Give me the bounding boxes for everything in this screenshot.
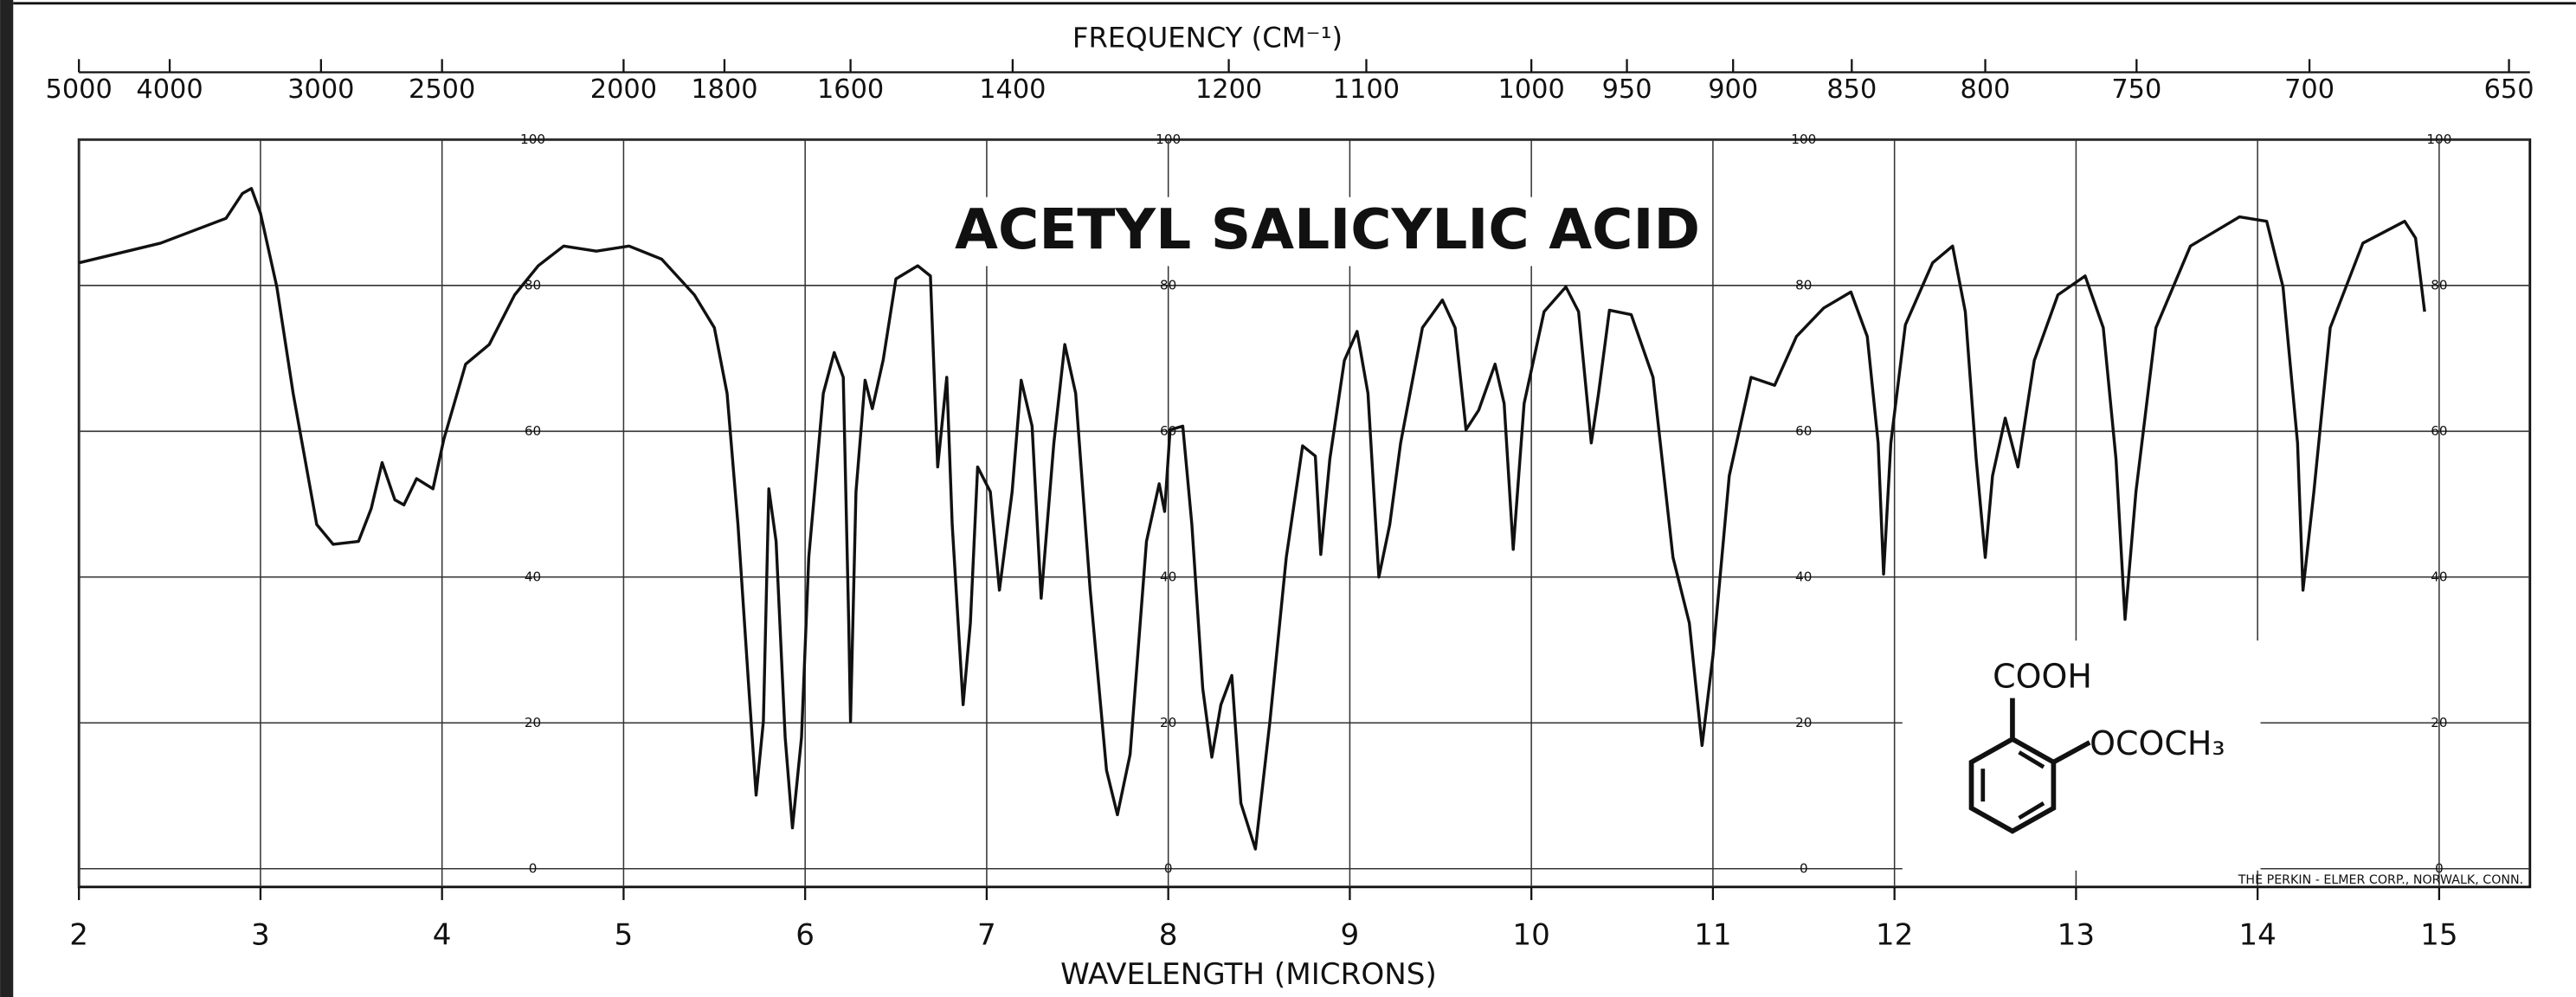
y-tick-label: 20 bbox=[525, 715, 541, 730]
x2-tick-label: 750 bbox=[2111, 74, 2161, 105]
y-tick-label: 100 bbox=[1791, 132, 1816, 147]
x-tick-label: 6 bbox=[795, 917, 815, 952]
x-tick-label: 10 bbox=[1512, 917, 1549, 952]
y-tick-label: 0 bbox=[529, 860, 538, 876]
x2-tick-label: 1200 bbox=[1195, 74, 1262, 105]
y-tick-label: 20 bbox=[1795, 715, 1812, 730]
x-tick-label: 3 bbox=[251, 917, 270, 952]
x2-tick-label: 3000 bbox=[287, 74, 354, 105]
structure-box bbox=[1902, 640, 2261, 871]
y-tick-label: 40 bbox=[525, 569, 541, 584]
x2-tick-label: 4000 bbox=[136, 74, 203, 105]
x-tick-label: 7 bbox=[977, 917, 996, 952]
x-tick-label: 2 bbox=[69, 917, 88, 952]
x-axis-label: WAVELENGTH (MICRONS) bbox=[1060, 957, 1437, 992]
benzene-ring bbox=[1968, 736, 2057, 834]
x-tick-label: 5 bbox=[615, 917, 634, 952]
chart-title: ACETYL SALICYLIC ACID bbox=[955, 197, 1700, 262]
y-tick-label: 60 bbox=[525, 423, 541, 439]
x2-tick-label: 2000 bbox=[590, 74, 657, 105]
y-tick-label: 100 bbox=[1156, 132, 1181, 147]
x2-axis-label: FREQUENCY (CM⁻¹) bbox=[1072, 22, 1343, 55]
x2-tick-label: 1100 bbox=[1333, 74, 1400, 105]
bond bbox=[2052, 740, 2091, 765]
x2-tick-label: 800 bbox=[1961, 74, 2011, 105]
x-tick-label: 14 bbox=[2238, 917, 2276, 952]
y-tick-label: 100 bbox=[2426, 132, 2451, 147]
x-tick-label: 9 bbox=[1341, 917, 1360, 952]
x-tick-label: 15 bbox=[2420, 917, 2457, 952]
y-tick-label: 40 bbox=[1795, 569, 1812, 584]
x-tick-label: 4 bbox=[433, 917, 452, 952]
y-tick-label: 80 bbox=[1795, 277, 1812, 293]
y-tick-label: 0 bbox=[1800, 860, 1808, 876]
y-tick-label: 60 bbox=[1795, 423, 1812, 439]
x-tick-label: 12 bbox=[1876, 917, 1913, 952]
substituent-label: OCOCH₃ bbox=[2090, 724, 2225, 762]
y-tick-label: 80 bbox=[525, 277, 541, 293]
y-tick-label: 100 bbox=[520, 132, 545, 147]
title-box bbox=[961, 196, 1692, 267]
x2-tick-label: 850 bbox=[1826, 74, 1877, 105]
x2-tick-label: 950 bbox=[1602, 74, 1652, 105]
x-tick-label: 13 bbox=[2058, 917, 2095, 952]
x2-tick-label: 700 bbox=[2284, 74, 2334, 105]
x-tick-label: 8 bbox=[1159, 917, 1178, 952]
x2-tick-label: 900 bbox=[1708, 74, 1758, 105]
x2-tick-label: 2500 bbox=[409, 74, 475, 105]
x2-tick-label: 1000 bbox=[1498, 74, 1565, 105]
x2-tick-label: 1800 bbox=[691, 74, 757, 105]
ring-bond bbox=[2018, 801, 2045, 820]
structure: COOH OCOCH₃ bbox=[1902, 640, 2261, 871]
spectrum-line bbox=[78, 187, 2426, 851]
x2-tick-label: 5000 bbox=[46, 74, 113, 105]
x2-tick-label: 1400 bbox=[979, 74, 1046, 105]
footnote: THE PERKIN - ELMER CORP., NORWALK, CONN. bbox=[2238, 873, 2523, 887]
x2-tick-label: 650 bbox=[2484, 74, 2534, 105]
edge-strip bbox=[0, 0, 14, 997]
x2-tick-label: 1600 bbox=[817, 74, 884, 105]
ring-bond bbox=[2018, 750, 2045, 769]
plot-area: 0000202020204040404060606060808080801001… bbox=[46, 59, 2534, 952]
substituent-label: COOH bbox=[1993, 657, 2092, 695]
x-tick-label: 11 bbox=[1694, 917, 1731, 952]
